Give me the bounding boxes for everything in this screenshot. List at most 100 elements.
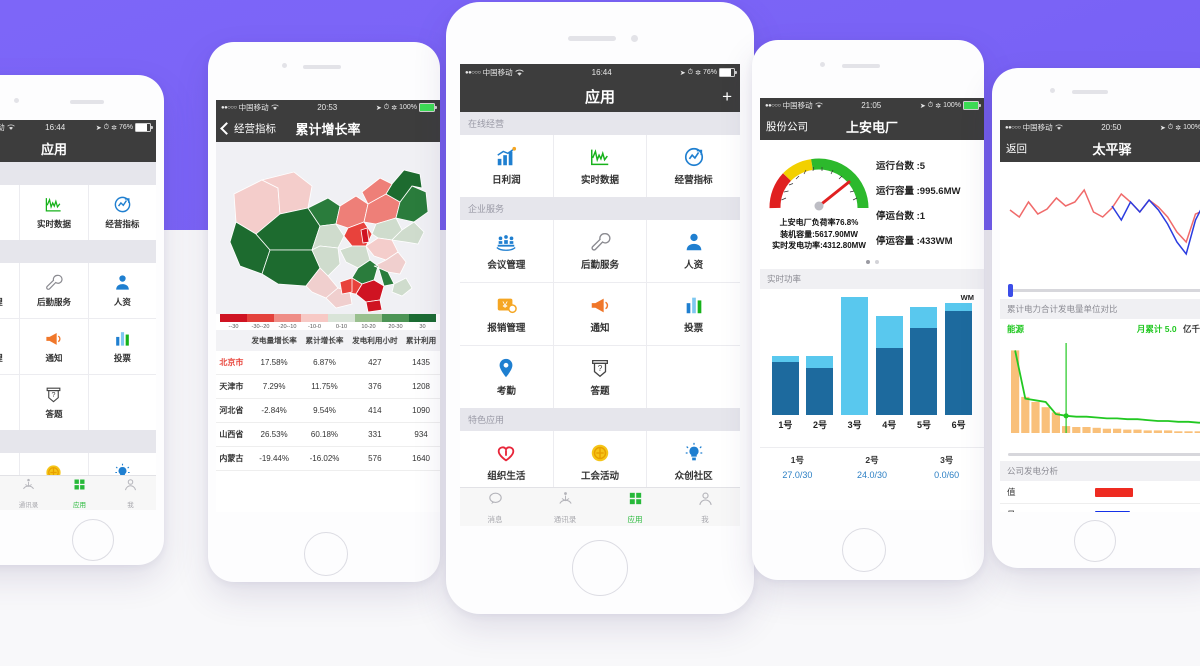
- bar-column-2号[interactable]: [806, 297, 834, 415]
- app-tile-label: 投票: [113, 353, 131, 363]
- app-tile-line-pulse[interactable]: 实时数据: [553, 135, 647, 197]
- unit-kpi-1[interactable]: 2号 24.0/30: [835, 454, 910, 480]
- bar-label-4号: 4号: [882, 419, 897, 430]
- app-tile-wrench[interactable]: 后勤服务: [20, 263, 88, 318]
- bar-column-1号[interactable]: [771, 297, 799, 415]
- app-tile-person[interactable]: 人资: [88, 263, 156, 318]
- home-button[interactable]: [1074, 520, 1116, 562]
- page-dot-1[interactable]: [865, 259, 870, 264]
- app-tile-megaphone[interactable]: 通知: [20, 319, 88, 374]
- earpiece-icon: [303, 65, 341, 69]
- app-tile-bar-vote[interactable]: 投票: [88, 319, 156, 374]
- app-tile-bar-vote[interactable]: 投票: [647, 283, 740, 345]
- add-button[interactable]: +: [722, 87, 732, 106]
- bluetooth-icon: ✲: [1175, 124, 1182, 132]
- app-tile-target-trend[interactable]: 经营指标: [647, 135, 740, 197]
- gauge-caption-line-0: 上安电厂负荷率76.8%: [779, 218, 859, 227]
- analysis-row-0[interactable]: 值: [1000, 481, 1200, 504]
- back-label: 股份公司: [766, 121, 808, 133]
- page-dot-2[interactable]: [874, 259, 879, 264]
- back-button[interactable]: 返回: [1006, 141, 1027, 156]
- plant-stat-3: 停运容量 :433WM: [876, 236, 953, 248]
- app-tile-bar-chart-growth[interactable]: 日利润: [460, 135, 553, 197]
- dual-line-chart[interactable]: [1000, 162, 1200, 282]
- legend-swatch-3: [301, 314, 328, 322]
- app-tile-line-pulse[interactable]: 实时数据: [20, 185, 88, 240]
- app-grid-0: 日利润 实时数据 经营指标: [0, 185, 156, 240]
- analysis-row-1[interactable]: 量: [1000, 504, 1200, 512]
- heart-icon: [495, 442, 517, 464]
- table-row[interactable]: 山西省 26.53% 60.18% 331 934: [216, 422, 440, 447]
- home-button[interactable]: [304, 532, 348, 576]
- tab-user[interactable]: 我: [105, 476, 156, 510]
- app-tile-lightbulb[interactable]: 众创社区: [647, 431, 740, 493]
- generation-combo-chart[interactable]: [1000, 339, 1200, 453]
- app-tile-bar-chart-growth[interactable]: 日利润: [0, 185, 20, 240]
- bar-column-5号[interactable]: [910, 297, 938, 415]
- tab-bar: 消息 通讯录 应用 我: [0, 475, 156, 510]
- app-tile-location-pin[interactable]: 考勤: [0, 375, 20, 430]
- phone-line: ●●○○○ 中国移动 20:50 ➤ ⏱ ✲ 100% 返回 太平驿: [992, 68, 1200, 568]
- back-button[interactable]: 股份公司: [766, 119, 808, 134]
- nav-bar: 股份公司 上安电厂: [760, 113, 984, 140]
- app-tile-target-trend[interactable]: 经营指标: [88, 185, 156, 240]
- tab-grid-apps[interactable]: 应用: [600, 488, 670, 526]
- table-row[interactable]: 天津市 7.29% 11.75% 376 1208: [216, 374, 440, 399]
- app-tile-meeting-people[interactable]: 会议管理: [0, 263, 20, 318]
- tab-contacts[interactable]: 通讯录: [530, 488, 600, 526]
- tab-contacts[interactable]: 通讯录: [3, 476, 54, 510]
- combo-bar-18: [1194, 431, 1200, 433]
- app-tile-label: 通知: [45, 353, 63, 363]
- bar-column-3号[interactable]: [841, 296, 869, 415]
- gauge-caption: 上安电厂负荷率76.8% 装机容量:5617.90MW 实时发电功率:4312.80…: [772, 217, 866, 252]
- app-tile-question-banner[interactable]: ? 答题: [553, 346, 647, 408]
- app-tile-union-coin[interactable]: 工会活动: [553, 431, 647, 493]
- app-tile-yuan-receipt[interactable]: ¥ 报销管理: [0, 319, 20, 374]
- combo-bar-2: [1031, 402, 1040, 433]
- bar-column-4号[interactable]: [875, 297, 903, 415]
- table-row[interactable]: 河北省 -2.84% 9.54% 414 1090: [216, 398, 440, 423]
- wifi-icon: [6, 124, 15, 130]
- app-tile-question-banner[interactable]: ? 答题: [20, 375, 88, 430]
- table-col-2: 累计增长率: [301, 330, 348, 351]
- unit-kpi-0[interactable]: 1号 27.0/30: [760, 454, 835, 480]
- megaphone-icon: [44, 329, 63, 348]
- table-row[interactable]: 北京市 17.58% 6.87% 427 1435: [216, 351, 440, 375]
- home-button[interactable]: [842, 528, 886, 572]
- app-tile-person[interactable]: 人资: [647, 220, 740, 282]
- row-region-name: 内蒙古: [216, 446, 247, 471]
- row-value-1: 6.87%: [301, 351, 348, 375]
- range-slider-top[interactable]: [1000, 282, 1200, 299]
- slider-track[interactable]: [1008, 453, 1200, 456]
- table-row[interactable]: 内蒙古 -19.44% -16.02% 576 1640: [216, 446, 440, 471]
- carrier-label: 中国移动: [482, 68, 513, 77]
- range-slider-bottom[interactable]: [1000, 453, 1200, 461]
- app-tile-meeting-people[interactable]: 会议管理: [460, 220, 553, 282]
- app-tile-megaphone[interactable]: 通知: [553, 283, 647, 345]
- location-icon: ➤: [919, 102, 926, 110]
- page-indicator[interactable]: [760, 256, 984, 269]
- bar-chart-growth-icon: [495, 146, 517, 168]
- slider-track[interactable]: [1008, 284, 1200, 297]
- bar-segment-remaining: [875, 316, 903, 348]
- home-button[interactable]: [72, 519, 114, 561]
- bar-column-6号[interactable]: [945, 297, 973, 415]
- china-choropleth-map[interactable]: [216, 142, 440, 314]
- unit-kpi-2[interactable]: 3号 0.0/60: [909, 454, 984, 480]
- slider-handle-left[interactable]: [1008, 284, 1013, 297]
- back-button[interactable]: 经营指标: [220, 121, 276, 136]
- metrics-table[interactable]: 发电量增长率 累计增长率 发电利用小时 累计利用 北京市 17.58% 6.87% 427 1…: [216, 330, 440, 471]
- tab-user[interactable]: 我: [670, 488, 740, 526]
- app-tile-yuan-receipt[interactable]: ¥ 报销管理: [460, 283, 553, 345]
- realtime-power-bar-chart[interactable]: WM 1号 2号 3号 4号 5号 6号: [760, 289, 984, 447]
- earpiece-icon: [842, 64, 880, 68]
- app-tile-wrench[interactable]: 后勤服务: [553, 220, 647, 282]
- page-title: 应用: [584, 89, 615, 106]
- phone-center: ●●○○○ 中国移动 16:44 ➤ ⏱ ✲ 76% 应用 + 在线经营 日利润: [446, 2, 754, 614]
- tab-grid-apps[interactable]: 应用: [54, 476, 105, 510]
- home-button[interactable]: [572, 540, 628, 596]
- unit-kpi-label: 3号: [940, 454, 954, 465]
- app-tile-heart[interactable]: 组织生活: [460, 431, 553, 493]
- tab-chat-bubble[interactable]: 消息: [460, 488, 530, 526]
- app-tile-location-pin[interactable]: 考勤: [460, 346, 553, 408]
